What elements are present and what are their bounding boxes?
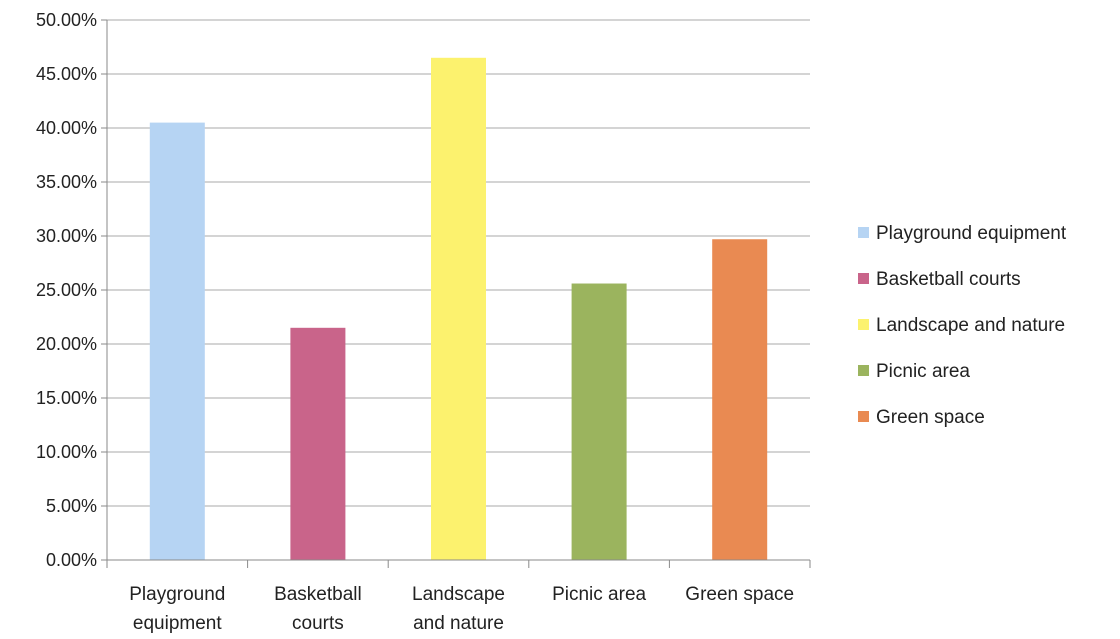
y-tick-label: 10.00% [36,442,97,462]
legend-label: Picnic area [876,361,970,382]
y-tick-label: 40.00% [36,118,97,138]
y-tick-label: 25.00% [36,280,97,300]
x-category-label: Picnic area [552,584,646,605]
x-category-label: Landscape and nature [412,584,505,634]
bars [149,57,768,561]
y-tick-label: 15.00% [36,388,97,408]
y-tick-label: 50.00% [36,10,97,30]
legend-swatch [858,365,869,376]
bar-picnic-area [571,283,627,560]
y-tick-label: 30.00% [36,226,97,246]
x-category-label: Green space [685,584,794,605]
bar-green-space [712,239,768,561]
axes [101,19,811,568]
x-category-label: Playground equipment [129,584,225,634]
y-tick-label: 5.00% [46,496,97,516]
legend-swatch [858,273,869,284]
legend-label: Basketball courts [876,269,1021,290]
legend-label: Playground equipment [876,223,1067,244]
bar-playground-equipment [149,122,205,560]
y-tick-label: 45.00% [36,64,97,84]
legend: Playground equipment Basketball courts Lan… [858,223,1067,428]
bar-basketball-courts [290,327,346,560]
legend-swatch [858,227,869,238]
legend-swatch [858,319,869,330]
y-tick-label: 0.00% [46,550,97,570]
y-tick-label: 20.00% [36,334,97,354]
legend-label: Green space [876,407,985,428]
x-category-label: Basketball courts [274,584,362,634]
legend-label: Landscape and nature [876,315,1065,336]
y-tick-labels: 0.00% 5.00% 10.00% 15.00% 20.00% 25.00% 30.00%… [36,10,97,570]
legend-swatch [858,411,869,422]
y-tick-label: 35.00% [36,172,97,192]
x-category-labels: Playground equipment Basketball courts Lands… [129,584,794,634]
bar-landscape-and-nature [431,57,486,561]
